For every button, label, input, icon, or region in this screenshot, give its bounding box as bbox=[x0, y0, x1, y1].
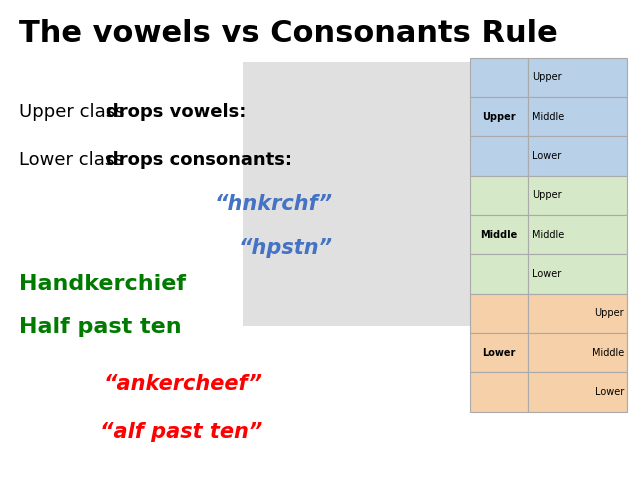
Bar bbox=[470, 333, 528, 372]
Bar bbox=[528, 97, 627, 136]
Bar bbox=[470, 58, 528, 97]
Bar bbox=[528, 215, 627, 254]
Bar bbox=[528, 372, 627, 412]
Text: Upper: Upper bbox=[595, 309, 624, 318]
Text: “alf past ten”: “alf past ten” bbox=[100, 422, 262, 443]
Text: drops consonants:: drops consonants: bbox=[106, 151, 292, 169]
Text: “hnkrchf”: “hnkrchf” bbox=[214, 194, 333, 215]
FancyBboxPatch shape bbox=[243, 62, 474, 326]
Bar bbox=[528, 58, 627, 97]
Text: “hpstn”: “hpstn” bbox=[239, 238, 333, 258]
Bar bbox=[528, 176, 627, 215]
Text: drops vowels:: drops vowels: bbox=[106, 103, 246, 121]
Text: Lower: Lower bbox=[595, 387, 624, 397]
Bar bbox=[528, 254, 627, 294]
Text: The vowels vs Consonants Rule: The vowels vs Consonants Rule bbox=[19, 19, 557, 48]
Bar bbox=[470, 176, 528, 215]
Text: Upper: Upper bbox=[532, 72, 561, 82]
Bar bbox=[528, 333, 627, 372]
Text: “ankercheef”: “ankercheef” bbox=[104, 374, 262, 395]
Bar bbox=[470, 136, 528, 176]
Text: Half past ten: Half past ten bbox=[19, 317, 182, 337]
Text: Middle: Middle bbox=[532, 230, 564, 240]
Text: Upper: Upper bbox=[532, 191, 561, 200]
Text: Upper class: Upper class bbox=[19, 103, 131, 121]
Bar bbox=[470, 97, 528, 136]
Text: Middle: Middle bbox=[532, 112, 564, 121]
Bar bbox=[470, 294, 528, 333]
Bar bbox=[470, 254, 528, 294]
Bar bbox=[528, 294, 627, 333]
Text: Middle: Middle bbox=[481, 230, 518, 240]
Bar bbox=[470, 215, 528, 254]
Text: Handkerchief: Handkerchief bbox=[19, 274, 186, 294]
Text: Lower class: Lower class bbox=[19, 151, 129, 169]
Text: Lower: Lower bbox=[483, 348, 516, 358]
Text: Lower: Lower bbox=[532, 269, 561, 279]
Text: Upper: Upper bbox=[483, 112, 516, 121]
Text: Middle: Middle bbox=[592, 348, 624, 358]
Bar bbox=[528, 136, 627, 176]
Text: Lower: Lower bbox=[532, 151, 561, 161]
Bar bbox=[470, 372, 528, 412]
